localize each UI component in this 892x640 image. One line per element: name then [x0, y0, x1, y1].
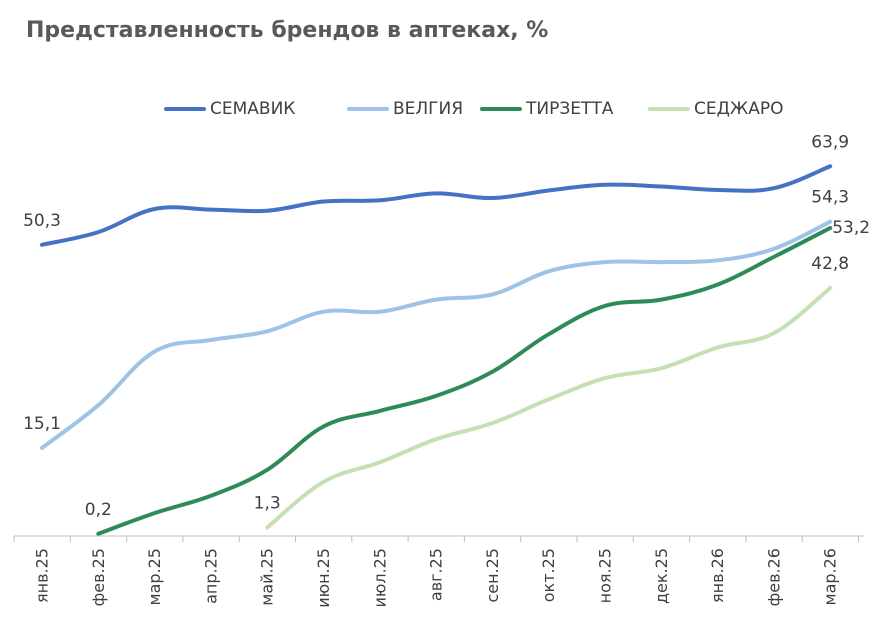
- x-axis: янв.25 фев.25 мар.25 апр.25 май.25 июн.25 июл.…: [13, 535, 864, 608]
- x-tick-label: сен.25: [483, 548, 502, 603]
- data-labels: 50,3 63,9 15,1 54,3 0,2 53,2 1,3 42,8: [23, 132, 870, 520]
- x-tick-label: фев.25: [89, 548, 108, 606]
- x-tick-label: фев.26: [764, 548, 783, 606]
- x-tick-label: окт.25: [539, 548, 558, 602]
- data-label: 54,3: [811, 188, 849, 208]
- legend-item-4: СЕДЖАРО: [648, 99, 783, 119]
- legend-label: ВЕЛГИЯ: [393, 99, 463, 119]
- chart-title: Представленность брендов в аптеках, %: [26, 18, 549, 43]
- legend-item-1: СЕМАВИК: [164, 99, 295, 119]
- x-tick-label: ноя.25: [596, 548, 615, 603]
- series-line-3: [96, 226, 833, 536]
- x-tick-label: мар.26: [821, 548, 840, 605]
- data-label: 50,3: [23, 211, 61, 231]
- data-label: 15,1: [23, 414, 61, 434]
- data-label: 42,8: [811, 254, 849, 274]
- x-tick-label: апр.25: [201, 548, 220, 604]
- x-tick-label: июн.25: [314, 548, 333, 608]
- x-tick-label: дек.25: [652, 548, 671, 604]
- data-label: 53,2: [832, 218, 870, 238]
- x-tick-label: янв.26: [708, 548, 727, 603]
- x-tick-label: мар.25: [145, 548, 164, 605]
- x-tick-label: авг.25: [427, 548, 446, 601]
- series-line-1: [40, 164, 833, 247]
- data-label: 63,9: [811, 132, 849, 152]
- data-label: 0,2: [85, 500, 112, 520]
- series-line-2: [40, 219, 833, 450]
- legend-label: ТИРЗЕТТА: [525, 99, 614, 119]
- legend-item-2: ВЕЛГИЯ: [347, 99, 463, 119]
- x-tick-label: июл.25: [370, 548, 389, 608]
- legend-label: СЕДЖАРО: [694, 99, 783, 119]
- x-tick-label: янв.25: [33, 548, 52, 603]
- series-line-4: [265, 286, 833, 530]
- data-label: 1,3: [254, 493, 281, 513]
- legend-item-3: ТИРЗЕТТА: [480, 99, 614, 119]
- series-layer: [40, 164, 833, 536]
- legend: СЕМАВИК ВЕЛГИЯ ТИРЗЕТТА СЕДЖАРО: [164, 99, 783, 119]
- x-tick-label: май.25: [258, 548, 277, 606]
- legend-label: СЕМАВИК: [210, 99, 295, 119]
